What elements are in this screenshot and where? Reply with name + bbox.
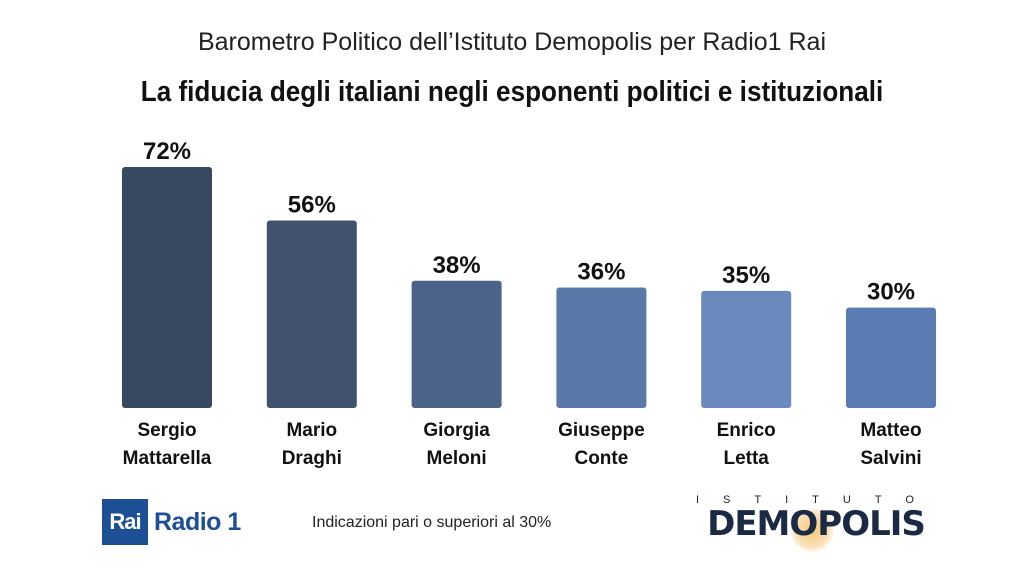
- chart-title: La fiducia degli italiani negli esponent…: [140, 76, 884, 108]
- category-label: Giorgia: [423, 420, 490, 441]
- bar-value-label: 38%: [433, 252, 481, 279]
- bar: [411, 280, 502, 408]
- bar: [266, 220, 357, 408]
- category-label: Giuseppe: [558, 420, 645, 441]
- footnote: Indicazioni pari o superiori al 30%: [312, 514, 552, 531]
- radio1-logo-text: Radio 1: [154, 507, 241, 536]
- category-label: Enrico: [717, 420, 776, 441]
- category-label: Conte: [574, 448, 628, 469]
- bar: [556, 287, 647, 408]
- category-label: Salvini: [860, 448, 921, 469]
- demopolis-logo-glow: [790, 508, 834, 552]
- rai-logo-box: Rai: [102, 499, 148, 545]
- bar-value-label: 56%: [288, 192, 336, 219]
- demopolis-logo-name: DEMOPOLIS: [707, 504, 926, 544]
- rai-radio1-logo: Rai Radio 1: [102, 499, 241, 545]
- category-label: Sergio: [137, 420, 196, 441]
- chart-subtitle: Barometro Politico dell’Istituto Demopol…: [197, 28, 827, 56]
- category-label: Draghi: [282, 448, 342, 469]
- bar: [846, 307, 936, 408]
- category-label: Letta: [723, 448, 769, 469]
- bar-value-label: 36%: [577, 259, 625, 286]
- category-label: Mario: [286, 420, 337, 441]
- bar: [701, 290, 792, 408]
- bar-chart: 72% Sergio Mattarella 56% Mario Draghi 38% Gior…: [122, 138, 936, 469]
- category-label: Mattarella: [123, 448, 212, 469]
- demopolis-logo-istituto: ISTITUTO: [696, 494, 938, 506]
- bar-value-label: 72%: [143, 138, 191, 165]
- category-label: Meloni: [427, 448, 487, 469]
- category-label: Matteo: [860, 420, 921, 441]
- bar-value-label: 35%: [722, 262, 770, 289]
- bar-value-label: 30%: [867, 279, 915, 306]
- demopolis-logo: ISTITUTO DEMOPOLIS: [690, 494, 942, 552]
- bar: [122, 167, 212, 408]
